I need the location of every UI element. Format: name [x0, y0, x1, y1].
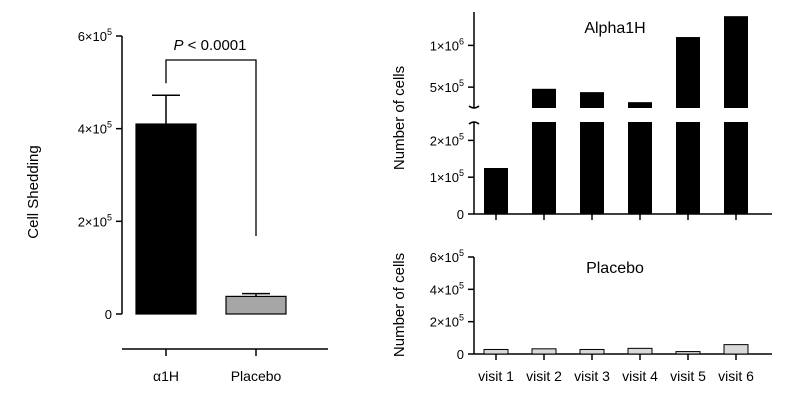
placebo-bar: [531, 348, 557, 355]
cell-shedding-y-tick-label: 6×105: [78, 27, 112, 44]
alpha1h-chart: Alpha1H Number of cells 0 1×105 2×105 5×105…: [391, 12, 772, 222]
alpha1h-bar: [484, 168, 508, 214]
cell-shedding-y-tick-label: 2×105: [78, 212, 112, 229]
alpha1h-bar: [532, 122, 556, 214]
placebo-bar: [483, 348, 509, 355]
alpha1h-ylabel: Number of cells: [391, 66, 408, 170]
placebo-x-tick-label: visit 3: [574, 368, 610, 384]
placebo-bar: [579, 348, 605, 355]
cell-shedding-y-tick-label: 0: [105, 307, 112, 322]
placebo-title: Placebo: [586, 260, 644, 277]
placebo-ylabel: Number of cells: [391, 253, 408, 357]
placebo-y-tick-label: 0: [457, 347, 464, 362]
bar-alpha1h: [135, 123, 197, 315]
alpha1h-bar: [724, 122, 748, 214]
p-value-annotation: P < 0.0001: [174, 37, 247, 54]
placebo-x-tick-label: visit 6: [718, 368, 754, 384]
cell-shedding-y-tick-label: 4×105: [78, 120, 112, 137]
placebo-chart: Placebo Number of cells 0 2×105 4×105 6×105…: [391, 248, 772, 384]
alpha1h-bar: [580, 92, 604, 108]
placebo-bar: [627, 347, 653, 355]
alpha1h-bar: [676, 122, 700, 214]
placebo-x-tick-label: visit 4: [622, 368, 658, 384]
alpha1h-title: Alpha1H: [584, 20, 645, 37]
alpha1h-bar: [676, 37, 700, 108]
placebo-y-tick-label: 2×105: [430, 313, 464, 330]
cell-shedding-x-tick-label: α1H: [153, 368, 179, 384]
axis-break-mark: [468, 105, 480, 109]
alpha1h-y-tick-label: 2×105: [430, 131, 464, 148]
alpha1h-y-tick-label: 5×105: [430, 78, 464, 95]
alpha1h-bar: [724, 16, 748, 108]
axis-break-mark: [468, 121, 480, 125]
alpha1h-y-tick-label: 1×106: [430, 36, 464, 53]
alpha1h-y-tick-label: 1×105: [430, 168, 464, 185]
placebo-x-tick-label: visit 5: [670, 368, 706, 384]
cell-shedding-x-tick-label: Placebo: [231, 368, 282, 384]
cell-shedding-chart: Cell Shedding P < 0.0001 0 2×105 4×105 6×10…: [25, 27, 328, 384]
alpha1h-bar: [628, 122, 652, 214]
alpha1h-bar: [532, 88, 556, 108]
placebo-bar: [675, 351, 701, 355]
alpha1h-bar: [628, 102, 652, 108]
alpha1h-y-tick-label: 0: [457, 207, 464, 222]
placebo-x-tick-label: visit 1: [478, 368, 514, 384]
bar-placebo: [225, 295, 287, 315]
placebo-y-tick-label: 6×105: [430, 248, 464, 265]
placebo-bar: [723, 344, 749, 355]
placebo-x-tick-label: visit 2: [526, 368, 562, 384]
placebo-y-tick-label: 4×105: [430, 280, 464, 297]
significance-bracket: [165, 59, 257, 236]
alpha1h-bar: [580, 122, 604, 214]
cell-shedding-ylabel: Cell Shedding: [25, 145, 42, 238]
